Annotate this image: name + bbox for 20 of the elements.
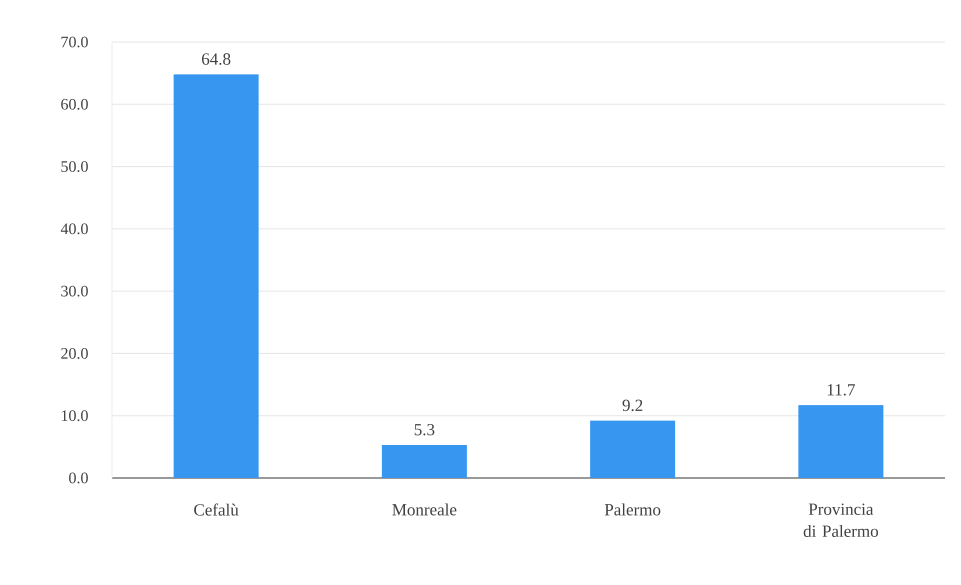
data-label: 64.8	[202, 53, 230, 65]
y-tick-label: 30.0	[61, 286, 88, 297]
y-tick-label: 20.0	[61, 348, 88, 359]
x-tick-label: Palermo	[604, 504, 660, 516]
y-tick-label: 60.0	[61, 98, 88, 110]
x-tick-label: Cefalù	[194, 504, 238, 516]
bar	[174, 74, 259, 478]
y-tick-label: 0.0	[69, 472, 88, 484]
data-label: 11.7	[828, 384, 855, 396]
x-tick-label: Monreale	[392, 504, 456, 516]
bar	[590, 420, 676, 478]
bar	[798, 405, 884, 478]
data-label: 9.2	[622, 400, 642, 412]
data-label: 5.3	[414, 424, 434, 436]
x-tick-label: Provincia di Palermo	[804, 504, 878, 537]
y-tick-label: 40.0	[60, 223, 88, 234]
y-tick-label: 70.0	[62, 36, 88, 48]
bar	[382, 444, 467, 478]
y-tick-label: 50.0	[61, 161, 88, 172]
y-tick-label: 10.0	[62, 410, 88, 422]
